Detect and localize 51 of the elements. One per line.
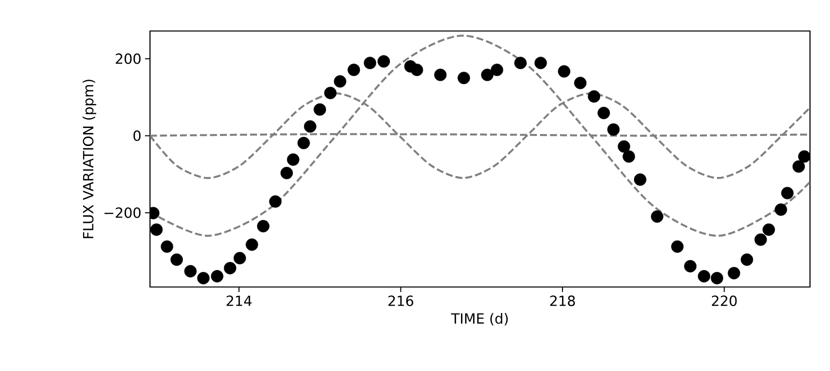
y-tick-label: 0	[134, 130, 141, 142]
y-axis-title: FLUX VARIATION (ppm)	[82, 80, 96, 238]
point	[378, 55, 390, 68]
point	[297, 136, 310, 150]
point	[280, 166, 293, 180]
point	[762, 223, 775, 236]
point	[184, 265, 197, 278]
point	[607, 123, 620, 136]
x-axis-title: TIME (d)	[451, 312, 508, 326]
point	[304, 120, 316, 133]
point	[728, 266, 740, 280]
point	[514, 56, 527, 70]
point	[684, 260, 697, 272]
point	[481, 68, 494, 82]
point	[269, 195, 282, 208]
point	[740, 253, 754, 266]
point	[246, 238, 258, 251]
y-tick-label: 200	[116, 53, 141, 64]
point	[224, 262, 236, 274]
point	[534, 56, 547, 70]
x-tick-label: 220	[712, 296, 737, 306]
point	[334, 75, 346, 88]
point	[160, 240, 174, 253]
x-tick-label: 216	[388, 296, 414, 306]
point	[410, 64, 424, 76]
point	[650, 210, 664, 223]
point	[622, 150, 636, 163]
point	[754, 233, 767, 246]
point	[598, 106, 610, 120]
point	[257, 220, 270, 232]
point	[324, 86, 337, 100]
point	[781, 186, 794, 200]
point	[458, 72, 470, 84]
point	[490, 64, 504, 76]
point	[618, 140, 630, 153]
point	[364, 56, 376, 70]
point	[434, 68, 447, 82]
point	[574, 76, 587, 90]
point	[634, 173, 646, 186]
x-tick-label: 218	[550, 296, 575, 306]
point	[558, 65, 570, 78]
point	[170, 253, 183, 266]
point	[348, 64, 360, 76]
point	[314, 103, 326, 116]
y-tick-label: −200	[104, 207, 141, 218]
point	[588, 90, 600, 103]
x-tick-label: 214	[226, 296, 252, 306]
point	[286, 153, 300, 166]
point	[234, 252, 246, 264]
point	[774, 203, 788, 216]
point	[671, 240, 684, 253]
